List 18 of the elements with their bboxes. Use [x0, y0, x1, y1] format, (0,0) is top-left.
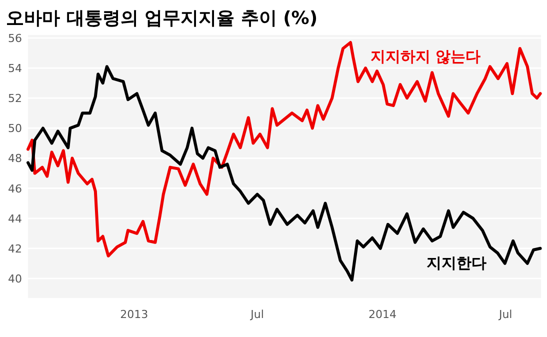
y-tick-label: 42 [8, 242, 22, 256]
x-tick-label: Jul [250, 308, 264, 321]
y-tick-label: 56 [8, 32, 22, 46]
y-tick-label: 44 [8, 212, 22, 226]
y-tick-label: 46 [8, 182, 22, 196]
line-series [26, 41, 542, 258]
line-series [26, 65, 542, 282]
y-tick-label: 50 [8, 122, 22, 136]
x-tick-label: Jul [498, 308, 512, 321]
y-tick-label: 40 [8, 272, 22, 286]
y-tick-label: 54 [8, 62, 22, 76]
y-tick-label: 52 [8, 92, 22, 106]
chart-title: 오바마 대통령의 업무지지율 추이 (%) [6, 8, 318, 29]
y-tick-label: 48 [8, 152, 22, 166]
series-label: 지지하지 않는다 [370, 47, 481, 66]
x-tick-label: 2013 [120, 308, 148, 321]
x-tick-label: 2014 [368, 308, 396, 321]
series-label: 지지한다 [426, 254, 486, 272]
